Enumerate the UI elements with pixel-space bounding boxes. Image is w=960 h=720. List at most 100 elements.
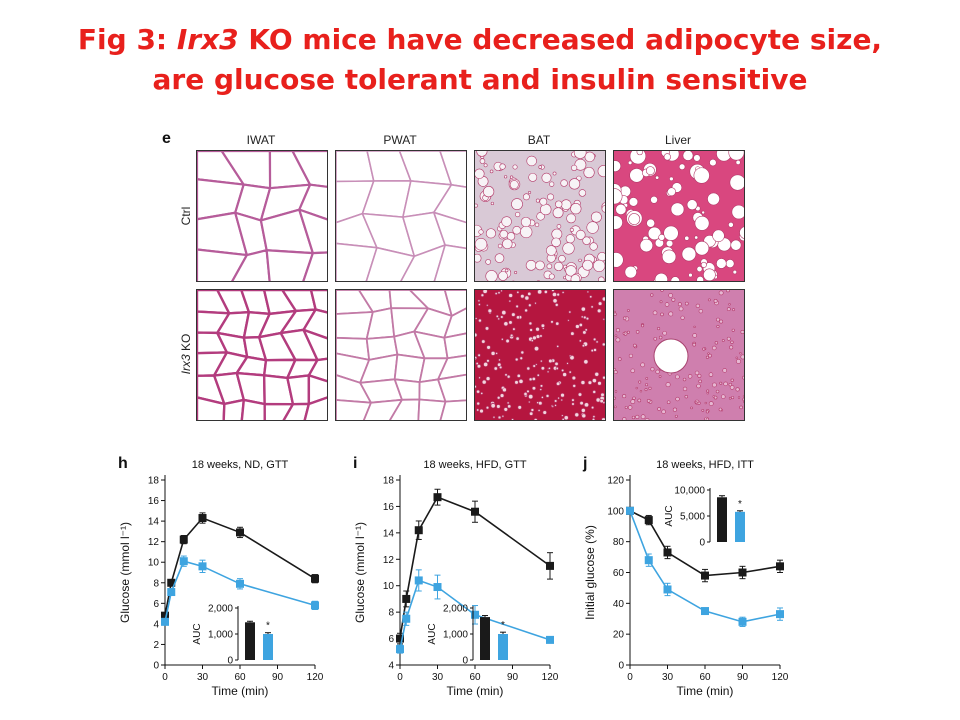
vacuole (614, 188, 623, 205)
data-point (546, 635, 554, 644)
vacuole (531, 376, 536, 381)
vacuole (475, 362, 479, 366)
chart-j: j 18 weeks, HFD, ITT 0 20 40 60 80 100 120 0 30 60 9… (575, 450, 805, 715)
vacuole (678, 306, 684, 312)
slide-title: Fig 3: Irx3 KO mice have decreased adipo… (0, 20, 960, 100)
vacuole (481, 379, 487, 385)
vacuole (526, 155, 537, 167)
y-tick-label: 120 (607, 476, 624, 487)
vacuole (706, 392, 709, 395)
vacuole (497, 317, 500, 321)
vacuole (594, 372, 600, 377)
vacuole (732, 269, 737, 275)
data-point (161, 611, 169, 620)
cell (307, 357, 327, 383)
cell (439, 399, 466, 420)
vacuole (497, 291, 501, 295)
vacuole (659, 300, 663, 304)
vacuole (637, 398, 642, 403)
vessel (653, 338, 689, 374)
vacuole (743, 384, 744, 386)
histology-image-bat-ko (474, 289, 606, 421)
vacuole (549, 181, 555, 187)
vacuole (726, 307, 731, 312)
data-point (402, 614, 411, 623)
data-point (776, 610, 784, 619)
vacuole (569, 354, 572, 358)
vacuole (562, 372, 567, 377)
vacuole (483, 186, 495, 198)
data-point (644, 516, 653, 525)
vacuole (578, 189, 587, 197)
vacuole (506, 401, 510, 405)
vacuole (554, 261, 564, 272)
vacuole (516, 315, 520, 320)
cell (433, 244, 466, 281)
cell (336, 399, 372, 420)
column-label-liver: Liver (664, 133, 691, 147)
vacuole (554, 303, 559, 307)
vacuole (622, 316, 627, 320)
vacuole (501, 216, 512, 227)
vacuole (697, 373, 702, 378)
vacuole (511, 418, 514, 420)
vacuole (672, 407, 677, 412)
inset-y-tick-label: 2,000 (208, 604, 233, 615)
vacuole (722, 368, 727, 373)
vacuole (575, 229, 586, 240)
cell (303, 396, 327, 420)
vacuole (694, 400, 698, 404)
cell (265, 249, 314, 281)
vacuole (731, 328, 735, 332)
vacuole (682, 377, 687, 382)
vacuole (580, 306, 586, 312)
vacuole (542, 327, 545, 330)
chart-title: 18 weeks, ND, GTT (192, 459, 289, 471)
vacuole (704, 401, 707, 405)
vacuole (475, 168, 485, 179)
vacuole (526, 366, 531, 371)
vacuole (560, 398, 563, 402)
vacuole (684, 235, 690, 241)
vacuole (551, 405, 554, 408)
cell (417, 398, 447, 420)
vacuole (742, 375, 744, 380)
vacuole (712, 229, 725, 243)
vacuole (646, 218, 656, 228)
x-tick-label: 90 (507, 672, 519, 683)
vacuole (706, 389, 710, 393)
chart-h: h 18 weeks, ND, GTT 0 2 4 6 8 10 12 14 16 18 0 30 60 90… (110, 450, 340, 715)
vacuole (629, 168, 644, 183)
vacuole (660, 312, 664, 317)
vacuole (514, 380, 519, 385)
vacuole (536, 373, 540, 377)
data-point (433, 583, 442, 592)
vacuole (492, 416, 496, 419)
y-tick-label: 18 (148, 476, 160, 487)
vacuole (520, 225, 533, 239)
vacuole (661, 409, 666, 414)
vacuole (540, 323, 545, 328)
cell (365, 246, 416, 281)
vacuole (511, 198, 523, 210)
vacuole (725, 259, 735, 269)
vacuole (692, 333, 697, 338)
vacuole (560, 393, 565, 398)
vacuole (490, 201, 495, 206)
vacuole (541, 396, 544, 399)
y-tick-label: 18 (383, 476, 395, 487)
vacuole (614, 405, 617, 409)
vacuole (696, 276, 704, 281)
vacuole (535, 363, 538, 366)
vacuole (729, 174, 744, 191)
y-tick-label: 14 (148, 517, 160, 528)
cell (389, 398, 421, 420)
vacuole (522, 193, 530, 201)
column-label-pwat: PWAT (383, 133, 417, 147)
vacuole (535, 334, 541, 339)
vacuole (485, 259, 491, 265)
vacuole (713, 299, 718, 303)
vacuole (538, 401, 543, 406)
panel-letter-e: e (162, 130, 171, 147)
inset-bar (498, 634, 508, 660)
